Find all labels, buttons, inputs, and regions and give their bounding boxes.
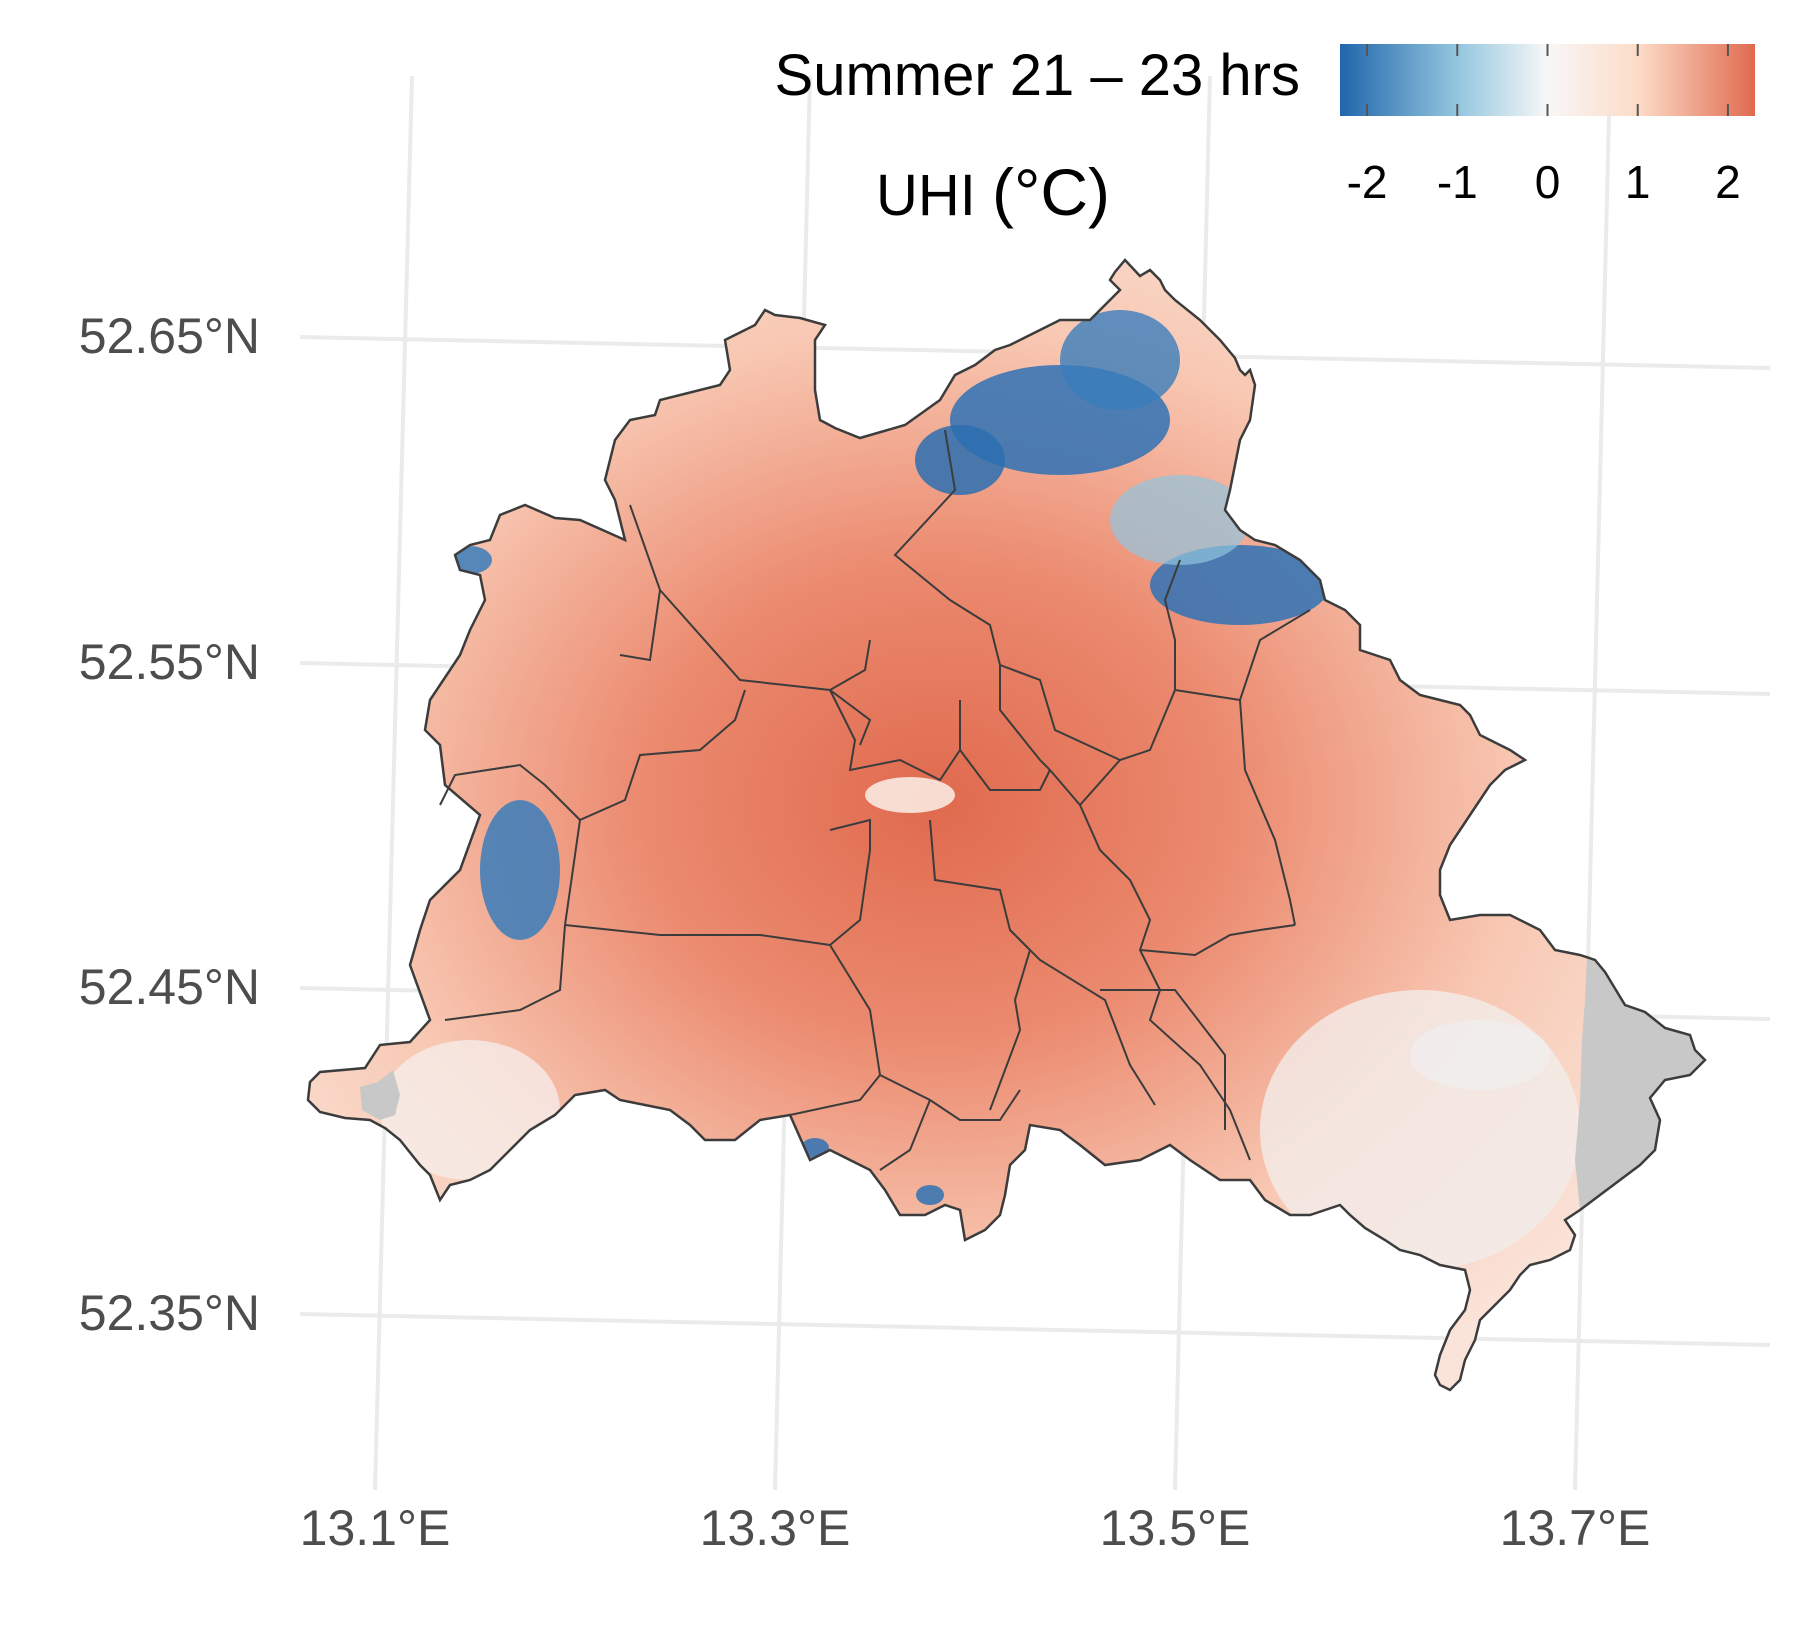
lon-grid-4 xyxy=(1573,75,1612,1491)
legend-title-unit: (°C) xyxy=(992,155,1110,229)
lon-label-1: 13.1°E xyxy=(300,1500,451,1556)
lon-label-2: 13.3°E xyxy=(700,1500,851,1556)
legend: Summer 21 – 23 hrs UHI (°C) -2 -1 0 1 2 xyxy=(775,43,1755,229)
district-line-4 xyxy=(829,639,871,691)
district-line-6 xyxy=(564,924,831,946)
district-line-23 xyxy=(619,589,661,662)
district-line-22 xyxy=(999,664,1121,761)
district-line-1 xyxy=(629,504,872,746)
district-line-3 xyxy=(893,429,1051,771)
district-line-16 xyxy=(1148,989,1251,1161)
district-line-17 xyxy=(1009,929,1156,1106)
cool-patch-southwest xyxy=(380,1040,560,1180)
district-line-8 xyxy=(959,749,1051,791)
district-boundaries xyxy=(439,429,1311,1171)
district-line-13 xyxy=(1174,689,1296,926)
cool-patch-south xyxy=(916,1185,944,1205)
cool-patches xyxy=(380,310,1580,1270)
district-line-10 xyxy=(829,944,932,1171)
lat-grid-4 xyxy=(299,1312,1771,1347)
district-line-7 xyxy=(829,818,871,946)
cool-patch-ne-fade xyxy=(1110,475,1250,565)
cool-patch-west-2 xyxy=(448,546,492,574)
lat-label-1: 52.65°N xyxy=(79,308,260,364)
latitude-labels: 52.65°N 52.55°N 52.45°N 52.35°N xyxy=(79,308,260,1341)
legend-tick-label-0: -2 xyxy=(1347,156,1388,208)
lat-label-2: 52.55°N xyxy=(79,634,260,690)
district-line-14 xyxy=(1239,609,1311,701)
cool-patch-tiergarten xyxy=(865,777,955,813)
cool-patch-west xyxy=(480,800,560,940)
district-line-18 xyxy=(1100,989,1226,1130)
cool-patch-southeast xyxy=(1260,990,1580,1270)
legend-ticks: -2 -1 0 1 2 xyxy=(1347,44,1741,208)
cool-patch-north-2 xyxy=(1060,310,1180,410)
lon-label-3: 13.5°E xyxy=(1100,1500,1251,1556)
lon-label-4: 13.7°E xyxy=(1500,1500,1651,1556)
lat-label-3: 52.45°N xyxy=(79,959,260,1015)
legend-title-line2: UHI (°C) xyxy=(876,155,1110,229)
legend-tick-label-1: -1 xyxy=(1437,156,1478,208)
district-line-19 xyxy=(929,1089,1021,1121)
district-line-24 xyxy=(444,924,566,1021)
legend-title-line1: Summer 21 – 23 hrs xyxy=(775,43,1300,108)
berlin-uhi-raster xyxy=(306,258,1707,1392)
longitude-labels: 13.1°E 13.3°E 13.5°E 13.7°E xyxy=(300,1500,1651,1556)
cool-patch-northeast xyxy=(1150,545,1330,625)
legend-tick-label-4: 2 xyxy=(1715,156,1741,208)
legend-tick-label-2: 0 xyxy=(1535,156,1561,208)
legend-title-prefix: UHI xyxy=(876,163,992,228)
district-line-15 xyxy=(1139,924,1296,957)
district-line-20 xyxy=(789,1074,881,1116)
lat-label-4: 52.35°N xyxy=(79,1285,260,1341)
berlin-border xyxy=(306,258,1707,1392)
cool-patch-north-3 xyxy=(915,425,1005,495)
lon-grid-1 xyxy=(373,75,414,1491)
district-line-21 xyxy=(439,763,581,821)
legend-tick-label-3: 1 xyxy=(1625,156,1651,208)
